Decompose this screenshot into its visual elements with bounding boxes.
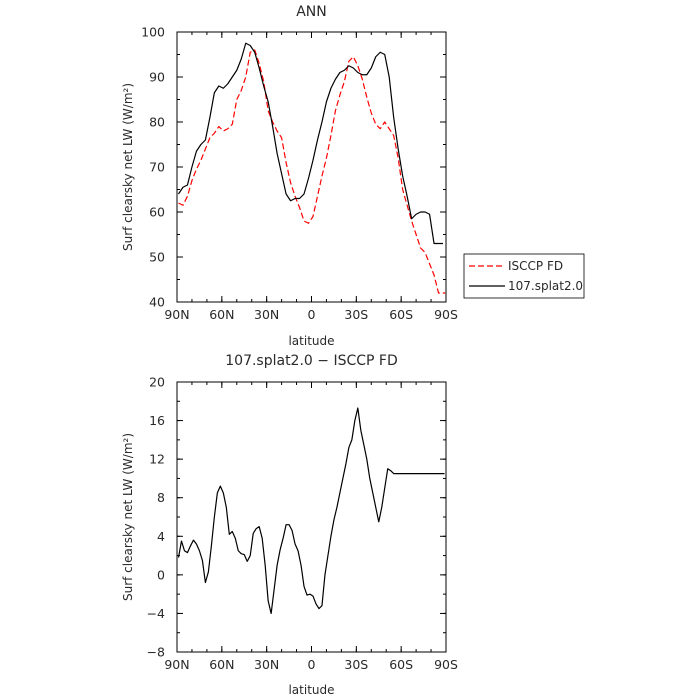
- top-series-group: [177, 42, 446, 294]
- y-tick-label: 70: [149, 160, 165, 175]
- x-tick-label: 90S: [434, 657, 458, 672]
- top-x-axis-label: latitude: [288, 334, 334, 348]
- y-tick-label: 8: [157, 490, 165, 505]
- y-tick-label: −4: [147, 606, 165, 621]
- y-tick-label: 4: [157, 529, 165, 544]
- x-tick-label: 30S: [344, 307, 368, 322]
- y-tick-label: 50: [149, 250, 165, 265]
- x-tick-label: 90N: [164, 657, 189, 672]
- y-tick-label: 90: [149, 70, 165, 85]
- y-tick-label: 100: [141, 25, 165, 40]
- x-tick-label: 0: [308, 307, 316, 322]
- x-tick-label: 60S: [389, 657, 413, 672]
- x-tick-label: 30S: [344, 657, 368, 672]
- x-tick-label: 60N: [209, 307, 234, 322]
- bottom-plot-frame: [176, 381, 447, 653]
- bottom-x-axis-label: latitude: [288, 683, 334, 697]
- x-tick-label: 0: [308, 657, 316, 672]
- x-tick-label: 90N: [164, 307, 189, 322]
- y-tick-label: 12: [149, 452, 165, 467]
- bottom-y-axis-label: Surf clearsky net LW (W/m²): [121, 433, 135, 601]
- y-tick-label: −8: [147, 645, 165, 660]
- top-panel: ANN latitude Surf clearsky net LW (W/m²)…: [121, 4, 585, 348]
- bottom-panel: 107.splat2.0 − ISCCP FD latitude Surf cl…: [121, 353, 458, 697]
- top-axis-ticks: 90N 60N 30N 0 30S 60S 90S 40 50 60 70 80 90 100: [141, 25, 458, 323]
- y-tick-label: 20: [149, 375, 165, 390]
- top-chart-title: ANN: [296, 4, 327, 20]
- x-tick-label: 30N: [254, 307, 279, 322]
- series-line-107-splat2-0: [177, 42, 444, 245]
- series-line-isccp-fd: [178, 49, 446, 294]
- legend-box: [463, 253, 585, 299]
- bottom-axis-ticks: 90N 60N 30N 0 30S 60S 90S −8 −4 0 4 8 12 16 20: [147, 375, 458, 673]
- bottom-series-group: [177, 407, 445, 615]
- series-line-diff-0: [177, 407, 445, 615]
- x-tick-label: 90S: [434, 307, 458, 322]
- top-y-axis-label: Surf clearsky net LW (W/m²): [121, 83, 135, 251]
- y-tick-label: 0: [157, 567, 165, 582]
- x-tick-label: 60S: [389, 307, 413, 322]
- legend-label-isccp: ISCCP FD: [508, 259, 563, 273]
- y-tick-label: 16: [149, 413, 165, 428]
- y-tick-label: 40: [149, 295, 165, 310]
- legend-label-model: 107.splat2.0: [508, 279, 583, 293]
- top-legend: ISCCP FD 107.splat2.0: [463, 253, 585, 299]
- y-tick-label: 80: [149, 115, 165, 130]
- x-tick-label: 30N: [254, 657, 279, 672]
- bottom-chart-title: 107.splat2.0 − ISCCP FD: [225, 353, 398, 369]
- x-tick-label: 60N: [209, 657, 234, 672]
- y-tick-label: 60: [149, 205, 165, 220]
